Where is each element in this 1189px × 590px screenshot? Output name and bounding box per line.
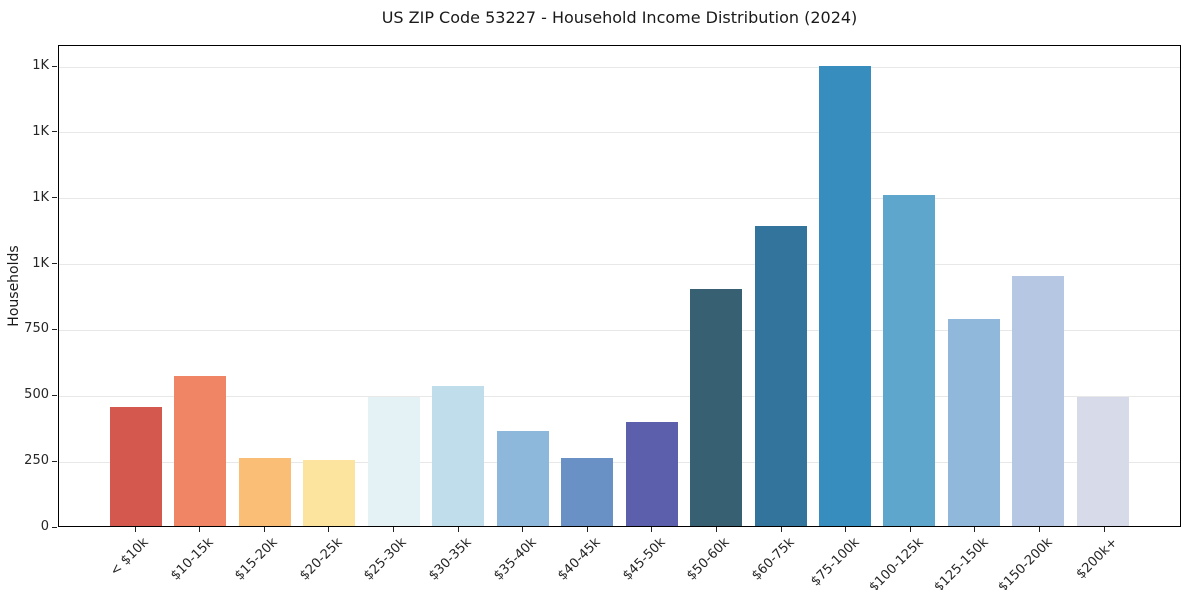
x-tick-mark [586, 527, 588, 532]
gridline [59, 132, 1180, 134]
x-tick-mark [1103, 527, 1105, 532]
x-tick-mark [909, 527, 911, 532]
y-tick-label: 250 [24, 453, 49, 469]
x-tick-label: < $10k [107, 535, 152, 580]
bar [625, 421, 678, 526]
bar [1076, 396, 1129, 526]
y-tick-label: 750 [24, 321, 49, 337]
x-tick-mark [845, 527, 847, 532]
x-tick-mark [651, 527, 653, 532]
bar [947, 319, 1000, 526]
x-tick-mark [715, 527, 717, 532]
gridline [59, 329, 1180, 331]
bar [818, 66, 871, 526]
y-tick-mark [52, 197, 57, 199]
y-tick-label: 1K [32, 123, 49, 139]
y-tick-label: 500 [24, 387, 49, 403]
y-tick-label: 1K [32, 189, 49, 205]
x-tick-mark [1038, 527, 1040, 532]
bar [432, 386, 485, 526]
x-tick-mark [392, 527, 394, 532]
bar [754, 225, 807, 526]
y-tick-label: 0 [40, 519, 49, 534]
gridline [59, 264, 1180, 266]
bar [174, 375, 227, 526]
plot-area [58, 45, 1181, 527]
gridline [59, 66, 1180, 68]
bar [1012, 275, 1065, 526]
x-tick-mark [522, 527, 524, 532]
bar [303, 460, 356, 526]
x-tick-mark [199, 527, 201, 532]
x-tick-mark [263, 527, 265, 532]
bar [690, 288, 743, 526]
bar [238, 457, 291, 526]
x-tick-mark [780, 527, 782, 532]
gridline [59, 461, 1180, 463]
gridline [59, 198, 1180, 200]
x-tick-mark [134, 527, 136, 532]
y-tick-mark [52, 328, 57, 330]
y-tick-label: 1K [32, 255, 49, 271]
y-tick-mark [52, 131, 57, 133]
x-tick-mark [328, 527, 330, 532]
chart-title: US ZIP Code 53227 - Household Income Dis… [381, 8, 858, 27]
gridline [59, 395, 1180, 397]
bar [561, 458, 614, 526]
bar [883, 195, 936, 526]
y-tick-label: 1K [32, 58, 49, 74]
x-tick-mark [974, 527, 976, 532]
bar [496, 431, 549, 526]
y-tick-mark [52, 65, 57, 67]
x-tick-mark [457, 527, 459, 532]
y-tick-mark [52, 526, 57, 528]
bar [367, 396, 420, 526]
y-tick-mark [52, 394, 57, 396]
y-tick-mark [52, 263, 57, 265]
bar [110, 407, 162, 526]
y-tick-mark [52, 460, 57, 462]
bar-series [59, 46, 1180, 526]
